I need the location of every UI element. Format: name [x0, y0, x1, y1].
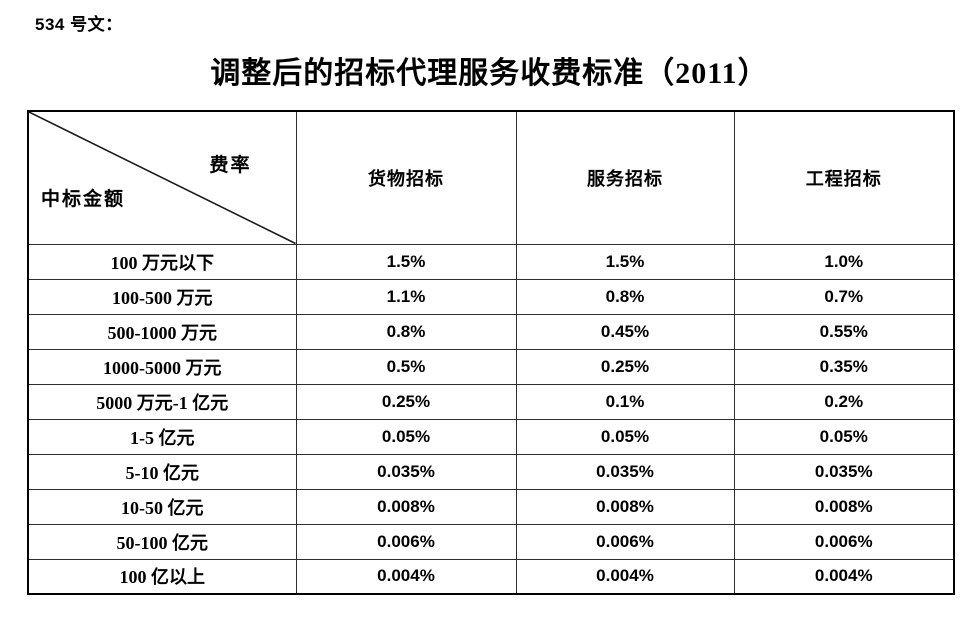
cell-value: 0.035% — [733, 453, 955, 490]
cell-value: 0.006% — [733, 523, 955, 560]
row-label: 100-500 万元 — [27, 278, 297, 315]
row-label: 50-100 亿元 — [27, 523, 297, 560]
table-row: 10-50 亿元 0.008% 0.008% 0.008% — [27, 488, 955, 525]
cell-value: 0.8% — [295, 313, 517, 350]
row-label: 10-50 亿元 — [27, 488, 297, 525]
cell-value: 0.25% — [515, 348, 735, 385]
cell-value: 0.004% — [295, 558, 517, 595]
cell-value: 1.0% — [733, 243, 955, 280]
cell-value: 1.5% — [515, 243, 735, 280]
cell-value: 0.1% — [515, 383, 735, 420]
table-row: 100 亿以上 0.004% 0.004% 0.004% — [27, 558, 955, 595]
cell-value: 0.25% — [295, 383, 517, 420]
table-row: 1-5 亿元 0.05% 0.05% 0.05% — [27, 418, 955, 455]
cell-value: 1.1% — [295, 278, 517, 315]
table-row: 100 万元以下 1.5% 1.5% 1.0% — [27, 243, 955, 280]
diagonal-divider-line — [29, 112, 296, 244]
table-header-row: 费率 中标金额 货物招标 服务招标 工程招标 — [27, 110, 955, 245]
table-row: 5000 万元-1 亿元 0.25% 0.1% 0.2% — [27, 383, 955, 420]
cell-value: 0.006% — [515, 523, 735, 560]
page-title: 调整后的招标代理服务收费标准（2011） — [210, 57, 769, 90]
row-label: 100 万元以下 — [27, 243, 297, 280]
column-header-service-bidding: 服务招标 — [515, 110, 735, 245]
cell-value: 0.035% — [515, 453, 735, 490]
cell-value: 0.2% — [733, 383, 955, 420]
fee-rate-table: 费率 中标金额 货物招标 服务招标 工程招标 100 万元以下 1.5% 1.5… — [27, 110, 955, 595]
table-corner-cell: 费率 中标金额 — [27, 110, 297, 245]
row-label: 500-1000 万元 — [27, 313, 297, 350]
cell-value: 0.5% — [295, 348, 517, 385]
cell-value: 0.35% — [733, 348, 955, 385]
row-label: 5000 万元-1 亿元 — [27, 383, 297, 420]
column-header-goods-bidding: 货物招标 — [295, 110, 517, 245]
cell-value: 0.45% — [515, 313, 735, 350]
row-label: 1000-5000 万元 — [27, 348, 297, 385]
cell-value: 0.05% — [733, 418, 955, 455]
row-label: 1-5 亿元 — [27, 418, 297, 455]
corner-label-bid-amount: 中标金额 — [41, 188, 126, 210]
cell-value: 0.008% — [733, 488, 955, 525]
cell-value: 0.008% — [515, 488, 735, 525]
cell-value: 0.55% — [733, 313, 955, 350]
table-row: 50-100 亿元 0.006% 0.006% 0.006% — [27, 523, 955, 560]
row-label: 5-10 亿元 — [27, 453, 297, 490]
doc-number-label: 534 号文： — [35, 15, 123, 34]
table-row: 100-500 万元 1.1% 0.8% 0.7% — [27, 278, 955, 315]
cell-value: 0.7% — [733, 278, 955, 315]
column-header-engineering-bidding: 工程招标 — [733, 110, 955, 245]
table-row: 5-10 亿元 0.035% 0.035% 0.035% — [27, 453, 955, 490]
cell-value: 0.05% — [295, 418, 517, 455]
cell-value: 0.008% — [295, 488, 517, 525]
cell-value: 1.5% — [295, 243, 517, 280]
cell-value: 0.8% — [515, 278, 735, 315]
row-label: 100 亿以上 — [27, 558, 297, 595]
table-row: 1000-5000 万元 0.5% 0.25% 0.35% — [27, 348, 955, 385]
cell-value: 0.035% — [295, 453, 517, 490]
cell-value: 0.004% — [733, 558, 955, 595]
cell-value: 0.004% — [515, 558, 735, 595]
corner-label-fee-rate: 费率 — [209, 155, 252, 176]
cell-value: 0.05% — [515, 418, 735, 455]
table-row: 500-1000 万元 0.8% 0.45% 0.55% — [27, 313, 955, 350]
cell-value: 0.006% — [295, 523, 517, 560]
